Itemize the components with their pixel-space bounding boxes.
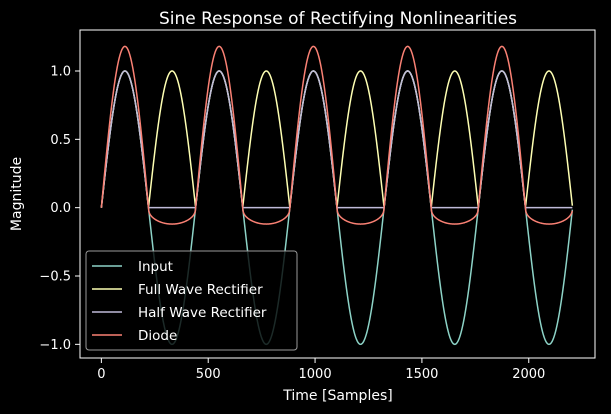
y-axis: −1.0 −0.5 0.0 0.5 1.0 [39,65,80,353]
x-tick-label: 2000 [512,367,545,382]
x-axis: 0 500 1000 1500 2000 [97,358,545,382]
legend: Input Full Wave Rectifier Half Wave Rectif… [85,250,298,351]
legend-items: Input Full Wave Rectifier Half Wave Rectif… [92,259,267,344]
y-tick-label: −0.5 [39,270,71,285]
plot-frame [79,29,596,359]
y-tick-label: 1.0 [50,65,71,80]
x-tick-label: 0 [97,367,105,382]
legend-box [85,250,298,351]
legend-label: Diode [138,328,177,344]
y-tick-label: −1.0 [39,338,71,353]
legend-label: Full Wave Rectifier [138,282,263,298]
y-tick-label: 0.0 [50,201,71,216]
y-axis-label: Magnitude [9,157,25,231]
x-axis-label: Time [Samples] [282,388,392,404]
x-tick-label: 1500 [405,367,438,382]
y-tick-label: 0.5 [50,133,71,148]
chart-title: Sine Response of Rectifying Nonlineariti… [159,9,517,29]
x-tick-label: 500 [196,367,221,382]
series-line-3 [100,45,574,225]
x-tick-label: 1000 [299,367,332,382]
legend-label: Half Wave Rectifier [138,305,267,321]
legend-label: Input [138,259,173,275]
